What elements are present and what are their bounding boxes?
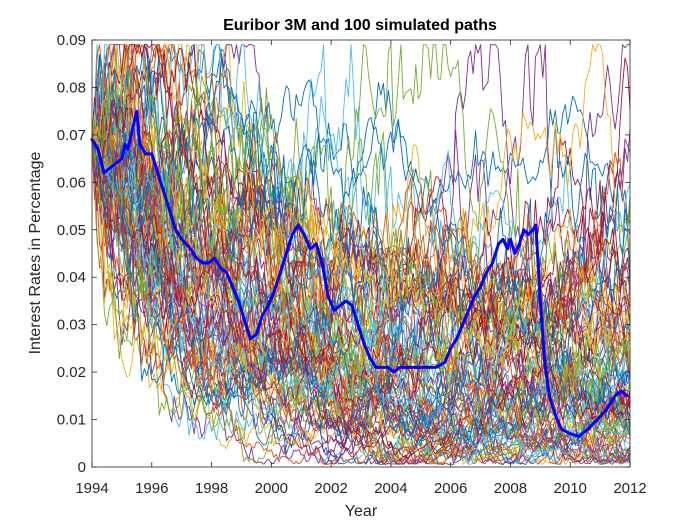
y-tick-label: 0.02 <box>57 364 86 381</box>
x-tick-label: 2002 <box>314 480 347 497</box>
simulated-path-line <box>91 59 631 420</box>
x-axis: 1994 1996 1998 2000 2002 2004 2006 2008 2010 2012 <box>75 40 647 497</box>
simulated-path-line <box>91 44 631 465</box>
simulated-path-line <box>91 44 631 419</box>
x-tick-label: 1998 <box>195 480 228 497</box>
euribor-3m-line <box>90 109 629 438</box>
simulated-path-line <box>91 96 631 414</box>
y-tick-label: 0.08 <box>57 79 86 96</box>
simulated-path-line <box>91 126 631 456</box>
plot-frame <box>91 39 631 468</box>
y-tick-label: 0.07 <box>57 127 86 144</box>
observed-series <box>90 109 629 438</box>
y-tick-label: 0.06 <box>57 174 86 191</box>
y-tick-label: 0.04 <box>57 269 86 286</box>
simulated-path-line <box>91 139 631 451</box>
simulated-path-line <box>91 97 631 455</box>
simulated-path-line <box>91 126 631 441</box>
simulated-path-line <box>91 44 631 350</box>
simulated-path-line <box>91 56 631 465</box>
simulated-path-line <box>91 69 631 461</box>
simulated-path-line <box>91 126 631 465</box>
x-tick-label: 2006 <box>434 480 467 497</box>
y-tick-label: 0.03 <box>57 317 86 334</box>
x-tick-label: 2012 <box>613 480 646 497</box>
x-axis-label: Year <box>345 503 378 520</box>
simulated-path-line <box>91 139 631 458</box>
y-tick-label: 0.09 <box>57 32 86 49</box>
simulated-path-line <box>91 83 631 460</box>
y-axis-label: Interest Rates in Percentage <box>27 152 44 355</box>
y-axis: 0 0.01 0.02 0.03 0.04 0.05 0.06 0.07 0.08 0.09 <box>57 32 630 476</box>
simulated-path-line <box>91 44 631 224</box>
simulated-path-line <box>91 116 631 465</box>
simulated-path-line <box>91 79 631 399</box>
simulated-path-line <box>91 44 631 404</box>
x-tick-label: 1994 <box>75 480 108 497</box>
x-tick-label: 1996 <box>135 480 168 497</box>
chart-title: Euribor 3M and 100 simulated paths <box>223 17 497 34</box>
x-tick-label: 2010 <box>554 480 587 497</box>
x-tick-label: 2004 <box>374 480 407 497</box>
simulated-path-line <box>91 57 631 366</box>
simulated-path-line <box>91 139 631 464</box>
simulated-path-line <box>91 110 631 465</box>
simulated-path-line <box>91 48 631 447</box>
simulated-path-line <box>91 139 631 466</box>
y-tick-label: 0.01 <box>57 412 86 429</box>
x-tick-label: 2008 <box>494 480 527 497</box>
y-tick-label: 0 <box>78 459 86 476</box>
simulated-path-line <box>91 44 631 319</box>
simulated-path-line <box>91 66 631 466</box>
y-tick-label: 0.05 <box>57 222 86 239</box>
x-tick-label: 2000 <box>255 480 288 497</box>
